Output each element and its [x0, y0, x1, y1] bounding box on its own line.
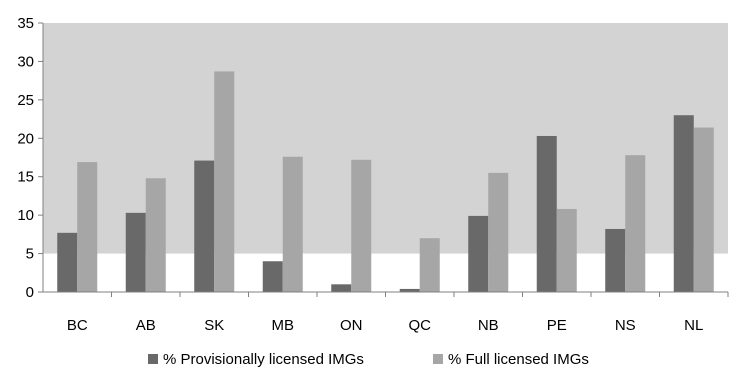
bar	[145, 178, 166, 292]
bar	[556, 208, 577, 292]
bar	[605, 228, 626, 292]
y-tick-label: 20	[17, 130, 34, 147]
bar	[693, 127, 714, 292]
bar	[194, 160, 215, 292]
x-ticks-group: BC AB SK MB ON QC NB PE NS NL	[67, 292, 729, 334]
bar	[488, 172, 509, 292]
y-tick-label: 35	[17, 15, 34, 32]
x-tick-label: QC	[409, 317, 432, 334]
legend-swatch	[148, 354, 158, 364]
x-tick-label: MB	[272, 317, 295, 334]
bar	[673, 115, 694, 292]
y-tick-label: 30	[17, 53, 34, 70]
bar	[125, 212, 146, 292]
bar	[77, 162, 98, 292]
bars-group	[57, 71, 714, 292]
bar	[331, 284, 352, 292]
bar	[262, 261, 283, 292]
x-tick-label: AB	[136, 317, 156, 334]
bar	[399, 288, 420, 292]
y-tick-label: 10	[17, 207, 34, 224]
x-tick-label: ON	[340, 317, 363, 334]
y-ticks-group: 0 5 10 15 20 25 30 35	[17, 15, 43, 301]
legend-label: % Full licensed IMGs	[448, 351, 589, 368]
bar	[351, 159, 372, 292]
legend-label: % Provisionally licensed IMGs	[163, 351, 364, 368]
x-tick-label: PE	[547, 317, 567, 334]
x-tick-label: NB	[478, 317, 499, 334]
y-tick-label: 5	[26, 246, 34, 263]
x-tick-label: BC	[67, 317, 88, 334]
bar	[214, 71, 235, 292]
bar	[536, 135, 557, 292]
y-tick-label: 0	[26, 284, 34, 301]
bar	[419, 238, 440, 292]
legend: % Provisionally licensed IMGs % Full lice…	[148, 351, 589, 368]
bar	[57, 232, 78, 292]
legend-swatch	[433, 354, 443, 364]
x-tick-label: NS	[615, 317, 636, 334]
bar	[468, 215, 489, 292]
x-tick-label: SK	[204, 317, 224, 334]
x-tick-label: NL	[684, 317, 703, 334]
bar	[625, 155, 646, 292]
y-tick-label: 15	[17, 169, 34, 186]
bar	[282, 156, 303, 292]
y-tick-label: 25	[17, 92, 34, 109]
